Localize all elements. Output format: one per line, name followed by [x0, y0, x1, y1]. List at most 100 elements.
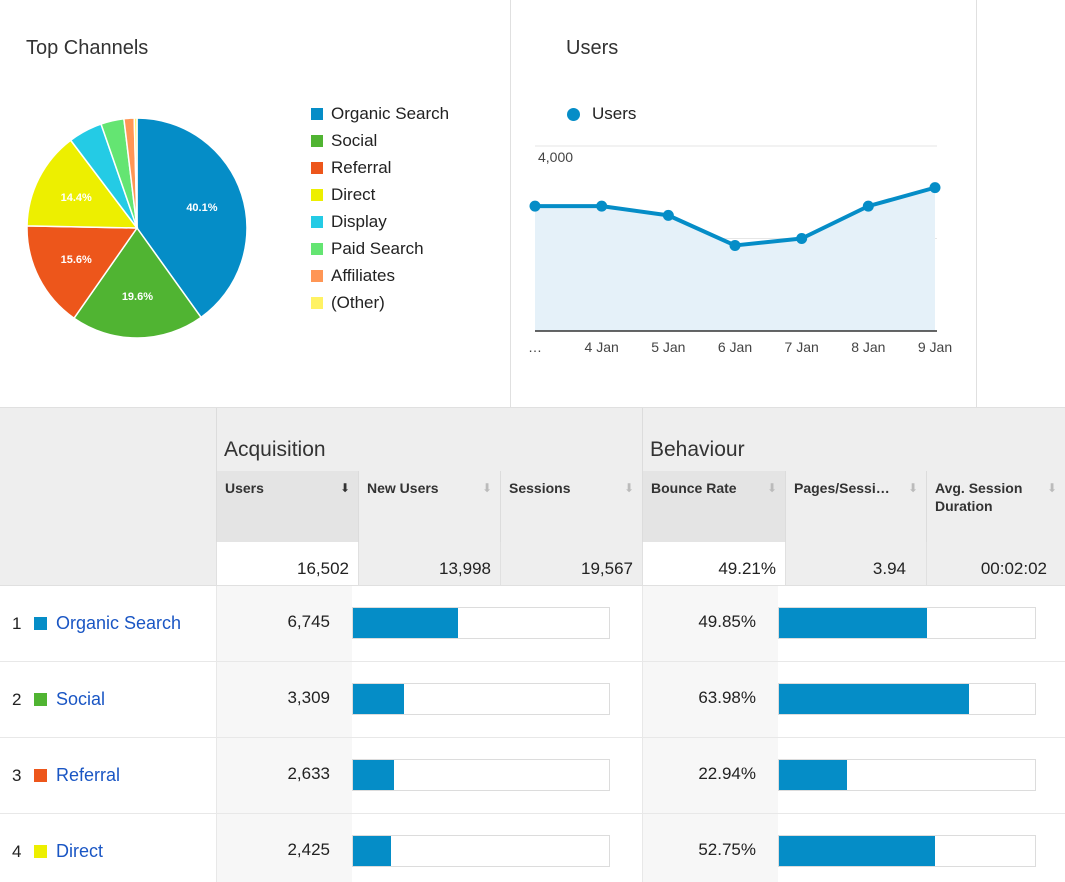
- totals-row: 16,502 13,998 19,567 49.21% 3.94 00:02:0…: [0, 542, 1065, 586]
- pie-slice-label: 19.6%: [122, 291, 153, 303]
- total-avg-session-duration: 00:02:02: [926, 542, 1065, 585]
- legend-swatch: [311, 296, 323, 309]
- channel-link[interactable]: Social: [56, 689, 106, 709]
- pie-slice-label: 15.6%: [61, 254, 92, 266]
- column-header-sessions[interactable]: Sessions ⬇: [500, 471, 642, 542]
- pie-slice-organic-search[interactable]: [136, 117, 248, 319]
- pie-slice-direct[interactable]: [26, 139, 139, 229]
- legend-item-organic-search[interactable]: Organic Search: [311, 100, 449, 127]
- users-area-fill: [535, 187, 935, 331]
- legend-item-other[interactable]: (Other): [311, 289, 449, 316]
- users-share-bar: [352, 683, 610, 715]
- column-header-bounce-rate[interactable]: Bounce Rate ⬇: [642, 471, 785, 542]
- pie-slice-referral[interactable]: [26, 225, 139, 320]
- sort-arrow-icon[interactable]: ⬇: [907, 481, 918, 495]
- legend-item-social[interactable]: Social: [311, 127, 449, 154]
- legend-label: Affiliates: [331, 265, 395, 285]
- acquisition-group-title: Acquisition: [224, 438, 326, 461]
- users-share-bar: [352, 835, 610, 867]
- legend-swatch: [311, 161, 323, 174]
- table-header: Acquisition Behaviour Users ⬇ New Users …: [0, 408, 1065, 542]
- legend-item-display[interactable]: Display: [311, 208, 449, 235]
- users-share-bar-fill: [353, 836, 391, 866]
- sort-arrow-icon[interactable]: ⬇: [481, 481, 492, 495]
- users-data-point[interactable]: [729, 239, 741, 251]
- users-value: 3,309: [216, 662, 352, 737]
- column-header-pages-session[interactable]: Pages/Sessi… ⬇: [785, 471, 926, 542]
- users-value: 6,745: [216, 586, 352, 661]
- sort-arrow-icon[interactable]: ⬇: [339, 481, 350, 495]
- top-channels-legend: Organic Search Social Referral Direct Di…: [311, 100, 449, 316]
- column-header-label: Bounce Rate: [651, 480, 737, 496]
- bounce-rate-bar-fill: [779, 608, 928, 638]
- pie-slice-label: 14.4%: [61, 192, 92, 204]
- legend-label: Organic Search: [331, 103, 450, 123]
- column-header-users[interactable]: Users ⬇: [216, 471, 358, 542]
- column-header-label: Pages/Sessi…: [794, 480, 890, 496]
- sort-arrow-icon[interactable]: ⬇: [766, 481, 777, 495]
- pie-slice-social[interactable]: [72, 226, 203, 339]
- bounce-rate-bar-fill: [779, 760, 847, 790]
- channel-link[interactable]: Organic Search: [56, 613, 182, 633]
- bounce-rate-value: 22.94%: [642, 738, 778, 813]
- users-title: Users: [566, 37, 619, 59]
- users-legend-dot: [567, 107, 580, 121]
- total-sessions: 19,567: [500, 542, 642, 585]
- pie-slice-other[interactable]: [133, 117, 138, 229]
- column-header-label: New Users: [367, 480, 439, 496]
- x-tick-label: 7 Jan: [785, 339, 819, 355]
- bounce-rate-bar: [778, 759, 1036, 791]
- x-tick-label: 5 Jan: [651, 339, 685, 355]
- users-data-point[interactable]: [929, 182, 941, 194]
- legend-swatch: [311, 242, 323, 255]
- row-number: 3: [12, 766, 22, 785]
- column-header-label: Sessions: [509, 480, 571, 496]
- sort-arrow-icon[interactable]: ⬇: [1046, 481, 1057, 495]
- row-number: 1: [12, 614, 22, 633]
- sort-arrow-icon[interactable]: ⬇: [623, 481, 634, 495]
- channel-link[interactable]: Direct: [56, 841, 104, 861]
- users-value: 2,633: [216, 738, 352, 813]
- table-row: 2 Social 3,309 63.98%: [0, 662, 1065, 738]
- legend-item-affiliates[interactable]: Affiliates: [311, 262, 449, 289]
- bounce-rate-bar-fill: [779, 684, 969, 714]
- top-channels-title: Top Channels: [26, 37, 149, 59]
- channel-link[interactable]: Referral: [56, 765, 121, 785]
- users-data-point[interactable]: [529, 200, 541, 212]
- x-tick-label: 8 Jan: [851, 339, 885, 355]
- users-share-bar: [352, 759, 610, 791]
- legend-label: Referral: [331, 157, 392, 177]
- users-data-point[interactable]: [662, 209, 674, 221]
- bounce-rate-bar: [778, 835, 1036, 867]
- column-header-avg-session-duration[interactable]: Avg. Session Duration ⬇: [926, 471, 1065, 542]
- users-data-point[interactable]: [596, 200, 608, 212]
- legend-label: Direct: [331, 184, 376, 204]
- table-row: 1 Organic Search 6,745 49.85%: [0, 586, 1065, 662]
- users-share-bar-fill: [353, 608, 458, 638]
- top-channels-pie-chart: 40.1% 19.6% 15.6% 14.4%: [26, 117, 248, 339]
- row-number: 2: [12, 690, 22, 709]
- legend-label: Display: [331, 211, 387, 231]
- legend-swatch: [311, 188, 323, 201]
- users-share-bar: [352, 607, 610, 639]
- row-color-swatch: [34, 845, 47, 858]
- bounce-rate-bar: [778, 683, 1036, 715]
- x-tick-label: 9 Jan: [918, 339, 952, 355]
- users-legend[interactable]: Users: [567, 104, 636, 124]
- bounce-rate-bar-fill: [779, 836, 936, 866]
- bounce-rate-value: 52.75%: [642, 814, 778, 882]
- users-data-point[interactable]: [862, 200, 874, 212]
- x-tick-label: 6 Jan: [718, 339, 752, 355]
- column-header-new-users[interactable]: New Users ⬇: [358, 471, 500, 542]
- top-channels-panel: 40.1% 19.6% 15.6% 14.4% Top Channels Organi…: [0, 0, 510, 407]
- legend-item-referral[interactable]: Referral: [311, 154, 449, 181]
- users-data-point[interactable]: [796, 233, 808, 244]
- column-header-label: Users: [225, 480, 264, 496]
- table-row: 3 Referral 2,633 22.94%: [0, 738, 1065, 814]
- legend-item-paid-search[interactable]: Paid Search: [311, 235, 449, 262]
- total-new-users: 13,998: [358, 542, 500, 585]
- users-value: 2,425: [216, 814, 352, 882]
- row-number: 4: [12, 842, 22, 861]
- legend-item-direct[interactable]: Direct: [311, 181, 449, 208]
